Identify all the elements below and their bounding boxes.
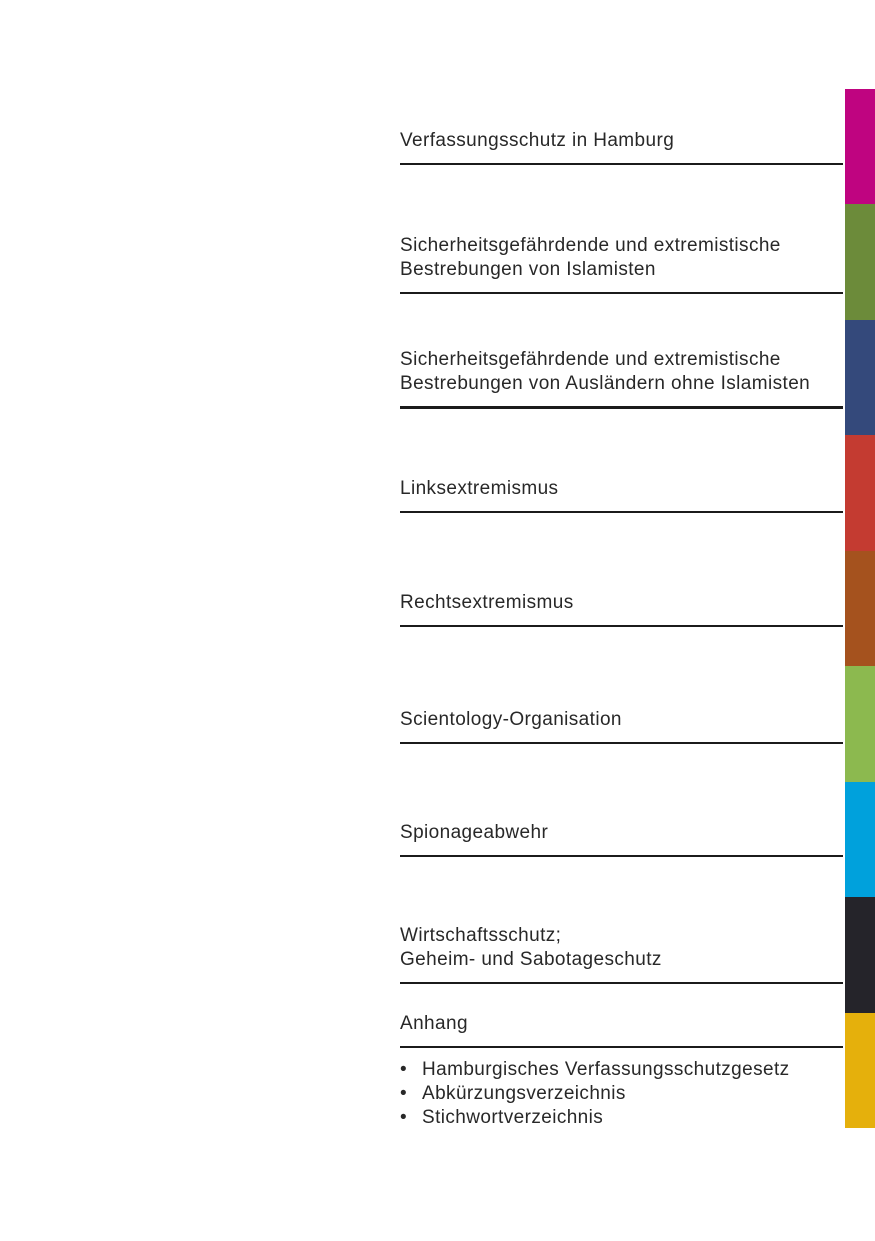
chapter-tab-linksextremismus [845,435,875,551]
toc-section-rechtsextremismus: Rechtsextremismus [400,591,843,627]
bullet-icon: • [400,1107,408,1128]
anhang-item-label: Abkürzungsverzeichnis [422,1083,626,1104]
toc-section-title-line: Scientology-Organisation [400,709,622,730]
chapter-color-tab-strip [845,89,875,1128]
toc-section-title-line: Verfassungsschutz in Hamburg [400,130,675,151]
bullet-icon: • [400,1083,408,1104]
toc-section-title-line: Sicherheitsgefährdende und extremistisch… [400,235,781,256]
toc-section-title-line: Spionageabwehr [400,822,549,843]
toc-section-title-line: Rechtsextremismus [400,592,574,613]
chapter-tab-anhang [845,1012,875,1128]
toc-section-verfassungsschutz-hamburg: Verfassungsschutz in Hamburg [400,129,843,165]
chapter-tab-rechtsextremismus [845,550,875,667]
anhang-item: • Hamburgisches Verfassungsschutzgesetz [400,1058,843,1082]
chapter-tab-scientology-organisation [845,666,875,782]
anhang-item: • Abkürzungsverzeichnis [400,1082,843,1106]
chapter-tab-verfassungsschutz-hamburg [845,89,875,205]
anhang-bullet-list: • Hamburgisches Verfassungsschutzgesetz • A… [400,1058,843,1130]
anhang-item-label: Hamburgisches Verfassungsschutzgesetz [422,1059,790,1080]
toc-section-title-line: Wirtschaftsschutz; [400,925,562,946]
toc-section-linksextremismus: Linksextremismus [400,477,843,513]
chapter-tab-wirtschaftsschutz [845,897,875,1013]
toc-section-title-line: Sicherheitsgefährdende und extremistisch… [400,349,781,370]
toc-section-title-line: Bestrebungen von Islamisten [400,259,656,280]
chapter-tab-spionageabwehr [845,781,875,898]
chapter-tab-islamisten [845,204,875,320]
toc-section-anhang: Anhang [400,1012,843,1048]
toc-section-title-line: Bestrebungen von Ausländern ohne Islamis… [400,373,811,394]
toc-section-islamisten: Sicherheitsgefährdende und extremistisch… [400,234,843,294]
toc-section-spionageabwehr: Spionageabwehr [400,821,843,857]
toc-section-title-line: Anhang [400,1013,468,1034]
toc-section-auslaender-ohne-islamisten: Sicherheitsgefährdende und extremistisch… [400,348,843,409]
toc-section-title-line: Linksextremismus [400,478,559,499]
toc-section-scientology-organisation: Scientology-Organisation [400,708,843,744]
bullet-icon: • [400,1059,408,1080]
toc-section-wirtschaftsschutz: Wirtschaftsschutz; Geheim- und Sabotagesc… [400,924,843,984]
toc-section-title-line: Geheim- und Sabotageschutz [400,949,662,970]
anhang-item-label: Stichwortverzeichnis [422,1107,604,1128]
anhang-item: • Stichwortverzeichnis [400,1106,843,1130]
chapter-tab-auslaender-ohne-islamisten [845,319,875,436]
